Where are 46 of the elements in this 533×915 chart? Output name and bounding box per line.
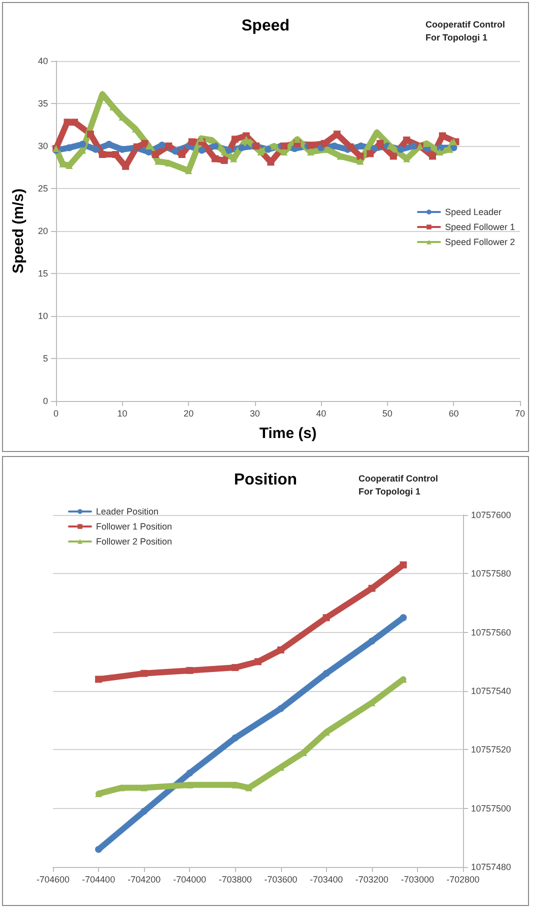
- y-tick-label: 10: [38, 311, 48, 321]
- legend-label: Speed Leader: [444, 207, 502, 217]
- x-tick-label: -703200: [355, 874, 388, 884]
- y-tick-label: 40: [38, 56, 48, 66]
- y2-tick-label: 10757540: [471, 686, 512, 696]
- legend-label: Leader Position: [96, 506, 159, 516]
- x-tick-label: -703800: [218, 874, 252, 884]
- y2-tick-label: 10757520: [471, 744, 512, 755]
- x-tick-label: -703400: [310, 874, 343, 884]
- x-tick-label: 0: [53, 408, 59, 418]
- legend-label: Speed Follower 2: [444, 237, 516, 247]
- x-tick-label: 50: [382, 408, 392, 418]
- x-tick-label: -704000: [173, 874, 206, 884]
- x-tick-label: 40: [316, 408, 326, 418]
- chart-title: Position: [234, 472, 298, 488]
- x-tick-label: 30: [250, 408, 260, 418]
- y-axis-title: Speed (m/s): [10, 188, 27, 274]
- x-tick-label: 60: [448, 408, 459, 418]
- y-tick-label: 5: [42, 354, 48, 364]
- y-tick-label: 0: [42, 396, 48, 406]
- y-tick-label: 35: [38, 98, 48, 108]
- x-tick-label: -702800: [446, 874, 480, 884]
- x-tick-label: -703600: [264, 874, 298, 884]
- x-tick-label: 70: [514, 408, 525, 418]
- y-tick-label: 20: [38, 226, 48, 236]
- y-tick-label: 15: [38, 268, 48, 278]
- chart-title: Speed: [241, 18, 290, 34]
- x-tick-label: -704200: [128, 874, 161, 884]
- legend-label: Speed Follower 1: [444, 222, 516, 232]
- x-axis-title: Time (s): [259, 425, 317, 442]
- legend-label: Follower 1 Position: [96, 522, 172, 532]
- y2-tick-label: 10757560: [471, 627, 512, 638]
- y2-tick-label: 10757580: [471, 568, 512, 579]
- y-tick-label: 25: [38, 184, 48, 194]
- x-tick-label: -703000: [400, 874, 434, 884]
- x-tick-label: -704600: [36, 874, 70, 884]
- y2-tick-label: 10757480: [471, 862, 512, 872]
- x-tick-label: 20: [184, 408, 194, 418]
- legend-label: Follower 2 Position: [96, 536, 172, 546]
- x-tick-label: 10: [117, 408, 128, 418]
- chart-subtitle: Cooperatif Control For Topologi 1: [358, 474, 438, 496]
- y-tick-label: 30: [38, 141, 48, 151]
- y2-tick-label: 10757500: [471, 803, 512, 814]
- chart-subtitle: Cooperatif Control For Topologi 1: [426, 20, 506, 42]
- x-tick-label: -704400: [82, 874, 116, 884]
- y2-tick-label: 10757600: [471, 510, 512, 520]
